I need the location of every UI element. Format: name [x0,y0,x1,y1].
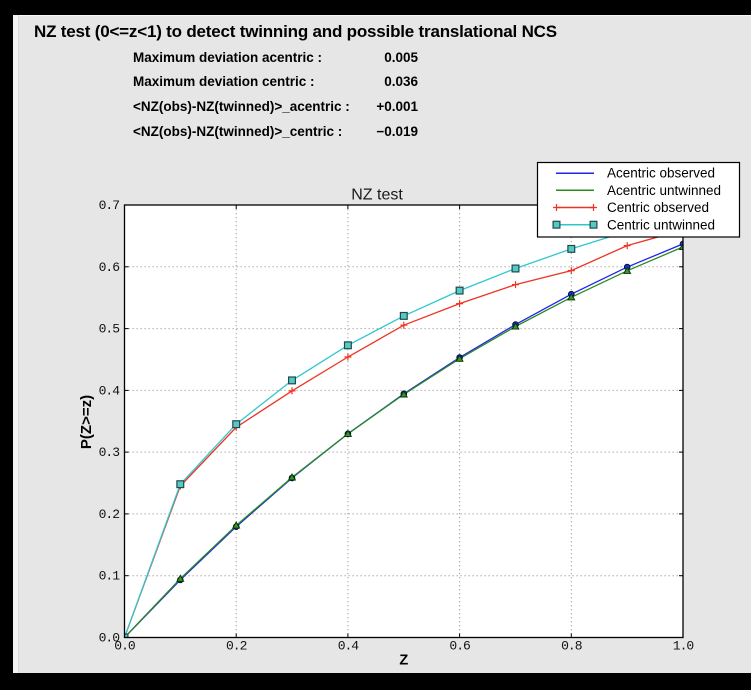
svg-text:Z: Z [399,653,408,669]
svg-text:0.1: 0.1 [99,569,121,584]
svg-text:NZ test: NZ test [351,187,403,204]
svg-text:0.4: 0.4 [338,639,360,654]
svg-text:0.4: 0.4 [99,383,121,398]
svg-text:0.6: 0.6 [99,260,120,275]
svg-text:Centric untwinned: Centric untwinned [607,217,715,232]
svg-text:Acentric untwinned: Acentric untwinned [607,183,721,198]
svg-text:0.8: 0.8 [561,639,582,654]
svg-text:0.2: 0.2 [226,639,247,654]
svg-text:0.3: 0.3 [99,445,120,460]
svg-text:Acentric observed: Acentric observed [607,166,715,181]
svg-text:0.0: 0.0 [114,639,135,654]
svg-text:0.6: 0.6 [449,639,470,654]
svg-text:0.7: 0.7 [99,198,120,213]
svg-text:1.0: 1.0 [673,639,694,654]
svg-text:0.0: 0.0 [99,631,120,646]
svg-text:P(Z>=z): P(Z>=z) [78,395,95,449]
svg-text:Centric observed: Centric observed [607,200,709,215]
svg-text:0.2: 0.2 [99,507,120,522]
svg-text:0.5: 0.5 [99,322,120,337]
